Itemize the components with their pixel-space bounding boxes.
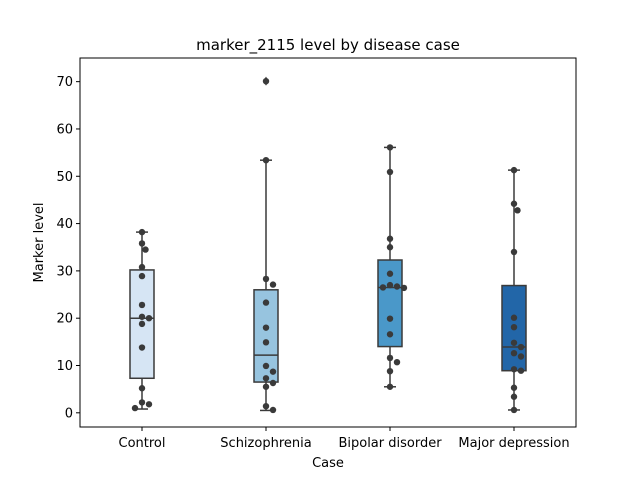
data-point [269, 281, 277, 288]
data-point [393, 283, 401, 290]
data-point [269, 368, 277, 375]
data-point [138, 228, 146, 236]
data-point [262, 156, 270, 164]
data-point [131, 404, 139, 412]
data-point [386, 281, 394, 289]
y-tick-label: 60 [56, 122, 73, 137]
data-point [138, 320, 146, 328]
data-point [386, 383, 394, 390]
y-tick-label: 40 [56, 217, 73, 232]
data-point [510, 366, 518, 373]
data-point [262, 402, 270, 410]
y-axis-label: Marker level [32, 203, 47, 283]
y-tick-label: 30 [56, 264, 73, 279]
data-point [386, 235, 394, 242]
data-point [386, 168, 394, 176]
y-tick-label: 50 [56, 170, 73, 185]
data-point [262, 375, 270, 382]
data-point [138, 399, 146, 406]
data-point [262, 362, 270, 370]
axes-frame [79, 57, 577, 428]
data-point [262, 77, 270, 85]
data-point [510, 384, 518, 391]
x-tick-label: Schizophrenia [220, 436, 311, 451]
data-point [138, 385, 146, 392]
data-point [262, 339, 270, 346]
data-point [517, 353, 525, 360]
data-point [386, 331, 394, 338]
data-point [510, 166, 518, 174]
y-tick-label: 10 [56, 359, 73, 374]
data-point [145, 314, 153, 322]
data-point [510, 323, 518, 331]
chart-title: marker_2115 level by disease case [196, 36, 460, 55]
data-point [510, 248, 518, 256]
data-point [262, 324, 270, 331]
data-point [510, 350, 518, 357]
data-point [510, 393, 518, 400]
data-point [142, 246, 149, 253]
y-tick-label: 0 [65, 406, 73, 421]
x-axis-label: Case [312, 456, 344, 471]
data-point [393, 358, 401, 366]
data-point [269, 379, 277, 387]
plot-area [129, 76, 527, 414]
data-point [510, 339, 518, 346]
data-point [517, 343, 525, 351]
x-tick-label: Control [119, 436, 166, 451]
data-point [517, 367, 525, 374]
data-point [262, 275, 270, 283]
data-point [262, 383, 270, 390]
x-tick-label: Major depression [458, 436, 569, 451]
data-point [510, 314, 518, 321]
x-tick-label: Bipolar disorder [338, 436, 442, 451]
data-point [400, 284, 408, 292]
data-point [510, 406, 518, 414]
x-axis: Control Schizophrenia Bipolar disorder Majo… [119, 427, 570, 451]
data-point [138, 240, 146, 247]
data-point [510, 200, 518, 207]
box-group [253, 76, 279, 412]
data-point [138, 272, 146, 280]
data-point [386, 270, 394, 277]
data-point [386, 144, 394, 151]
data-point [262, 299, 270, 306]
data-point [269, 406, 277, 414]
y-tick-label: 70 [56, 75, 73, 90]
data-point [386, 354, 394, 362]
data-point [138, 313, 146, 320]
data-point [514, 207, 521, 214]
data-point [138, 263, 146, 271]
data-point [379, 284, 387, 291]
data-point [145, 401, 153, 408]
box-group [377, 146, 403, 388]
y-tick-label: 20 [56, 312, 73, 327]
data-point [138, 301, 146, 309]
data-point [386, 244, 394, 251]
data-point [386, 367, 394, 375]
y-axis: 0 10 20 30 40 50 60 70 [56, 75, 80, 421]
data-point [138, 344, 146, 351]
data-point [386, 315, 394, 322]
